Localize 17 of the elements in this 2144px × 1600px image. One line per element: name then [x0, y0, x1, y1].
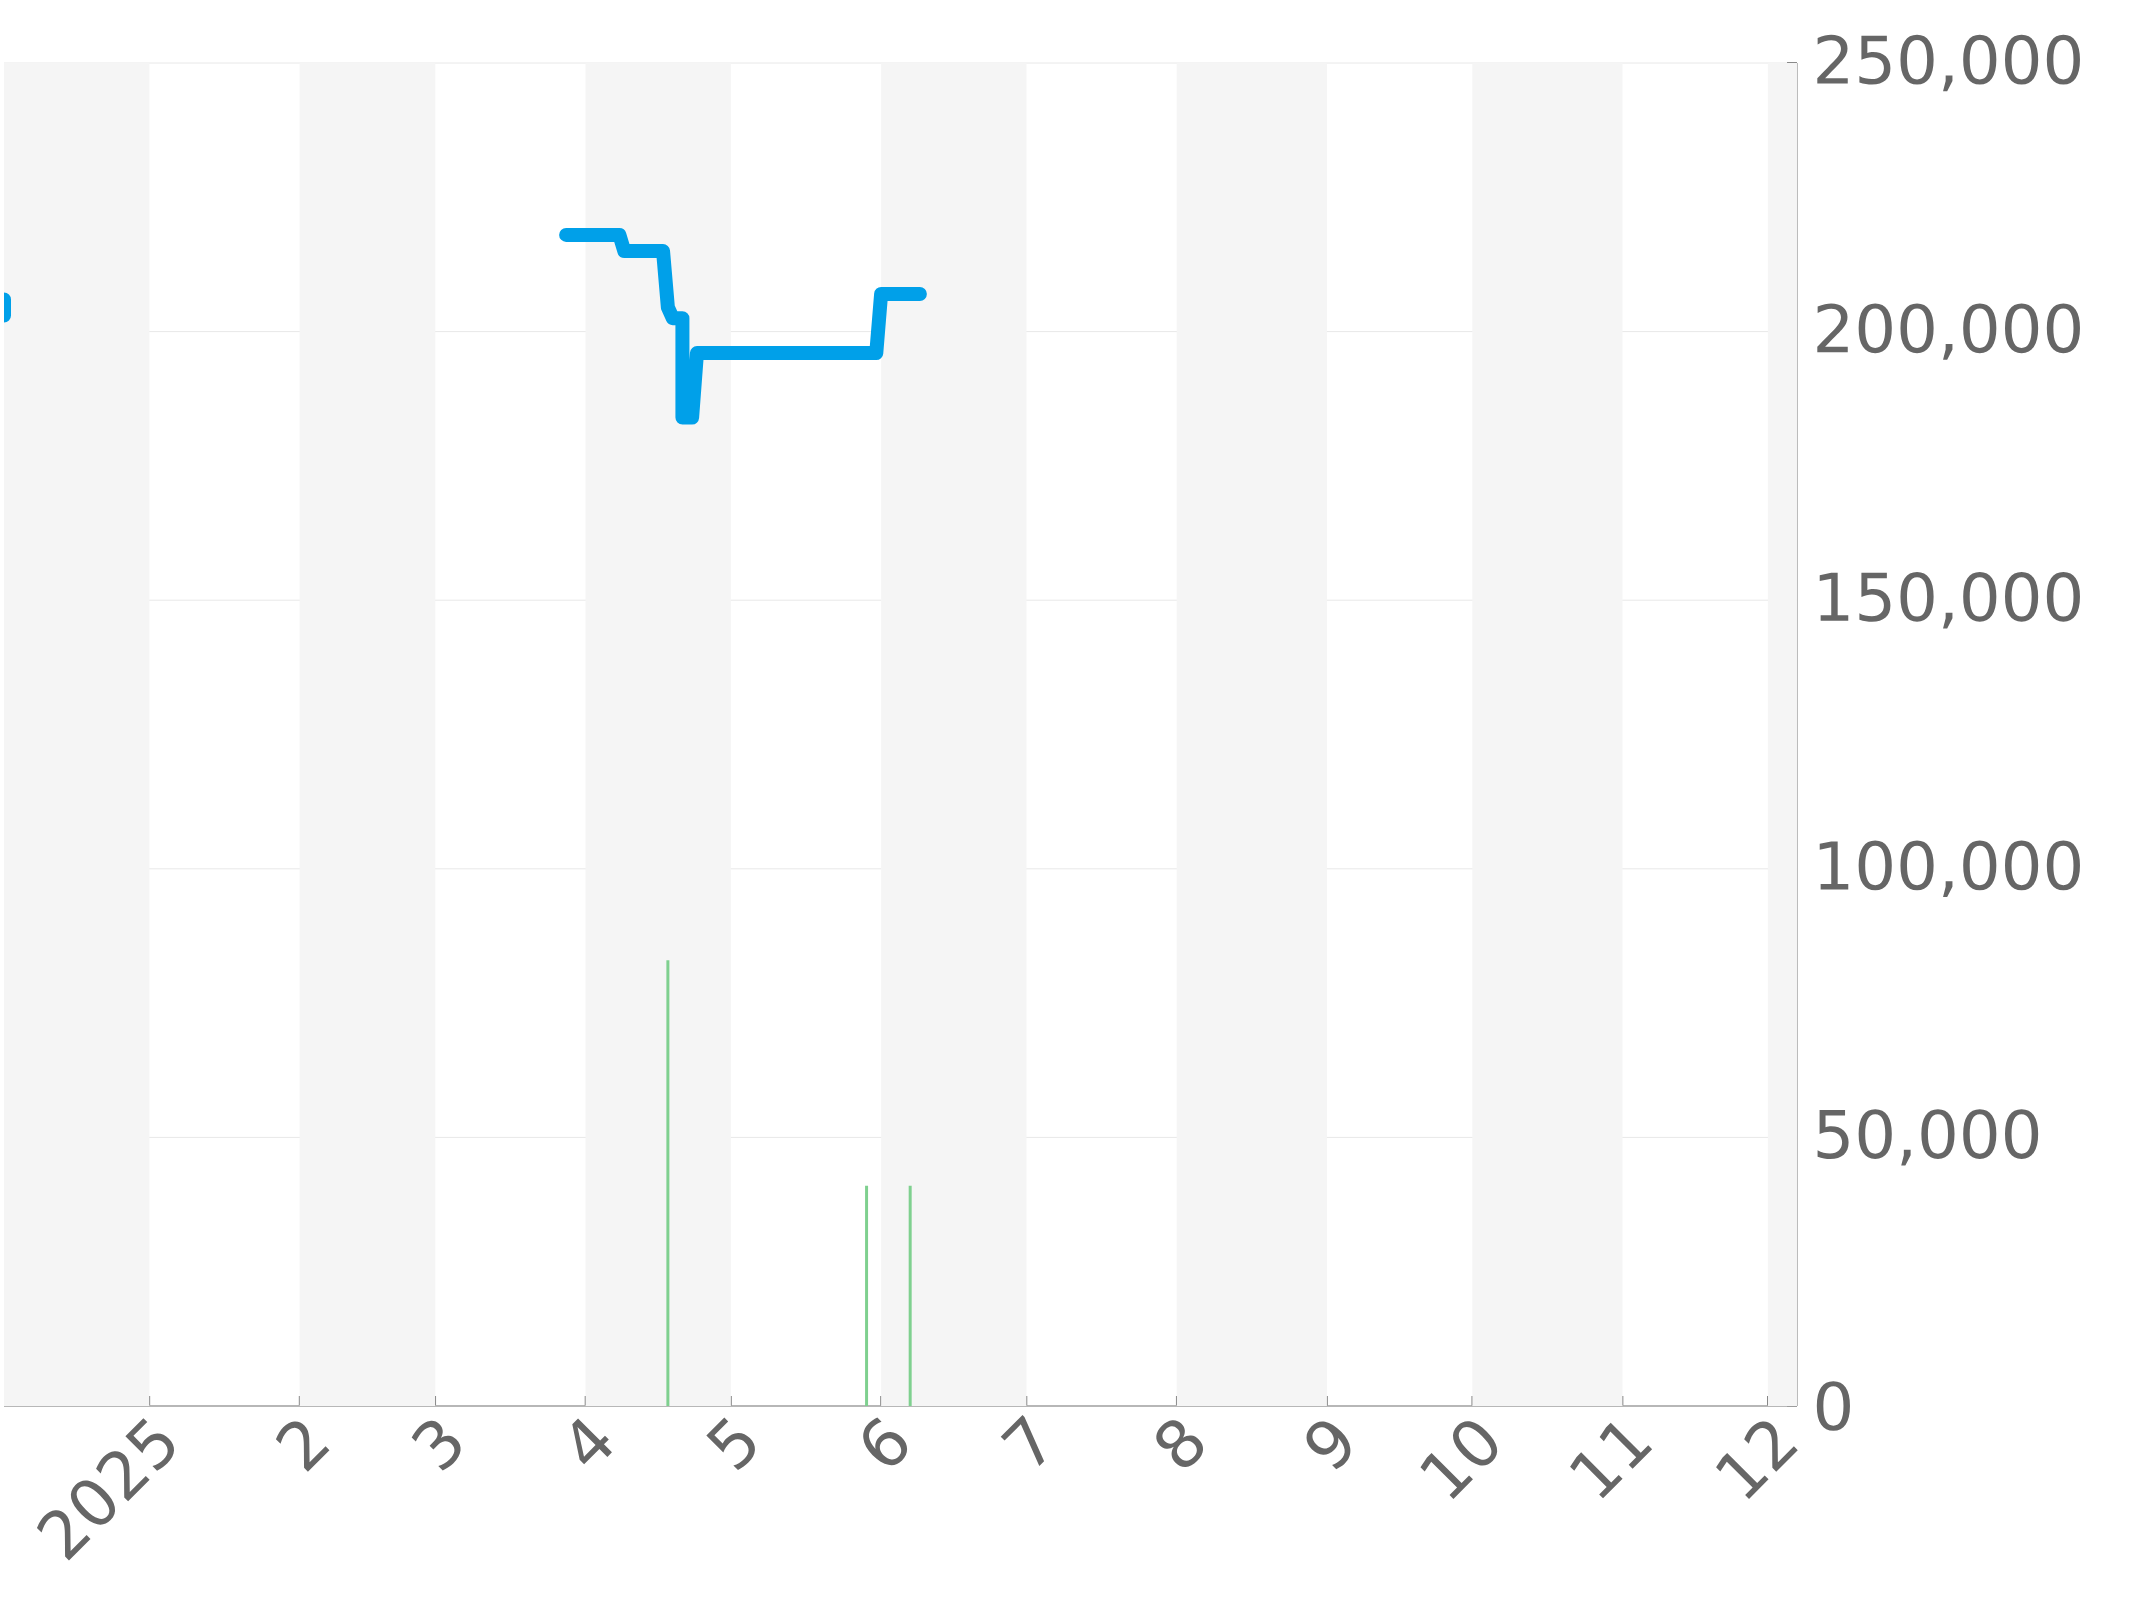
- y-tick-label: 100,000: [1819, 840, 2080, 898]
- x-tick-label: 8: [1156, 1420, 1204, 1467]
- y-tick-label: 0: [1816, 1381, 1850, 1431]
- x-tick-label: 4: [572, 1418, 612, 1465]
- x-tick-label: 9: [1306, 1421, 1351, 1470]
- x-tick-label: 10: [1420, 1421, 1498, 1499]
- x-tick-label: 12: [1716, 1421, 1798, 1499]
- x-tick-label: 6: [863, 1417, 908, 1466]
- x-tick-label: 11: [1570, 1422, 1653, 1499]
- x-tick-label: 7: [1000, 1414, 1045, 1466]
- y-tick-label: 250,000: [1817, 34, 2080, 92]
- x-tick-label: 3: [411, 1420, 461, 1471]
- y-tick-label: 200,000: [1817, 303, 2080, 360]
- y-tick-label: 150,000: [1819, 571, 2080, 629]
- y-tick-label: 50,000: [1817, 1109, 2039, 1166]
- x-tick-label: 2: [275, 1421, 330, 1472]
- x-tick-label: 5: [706, 1417, 755, 1471]
